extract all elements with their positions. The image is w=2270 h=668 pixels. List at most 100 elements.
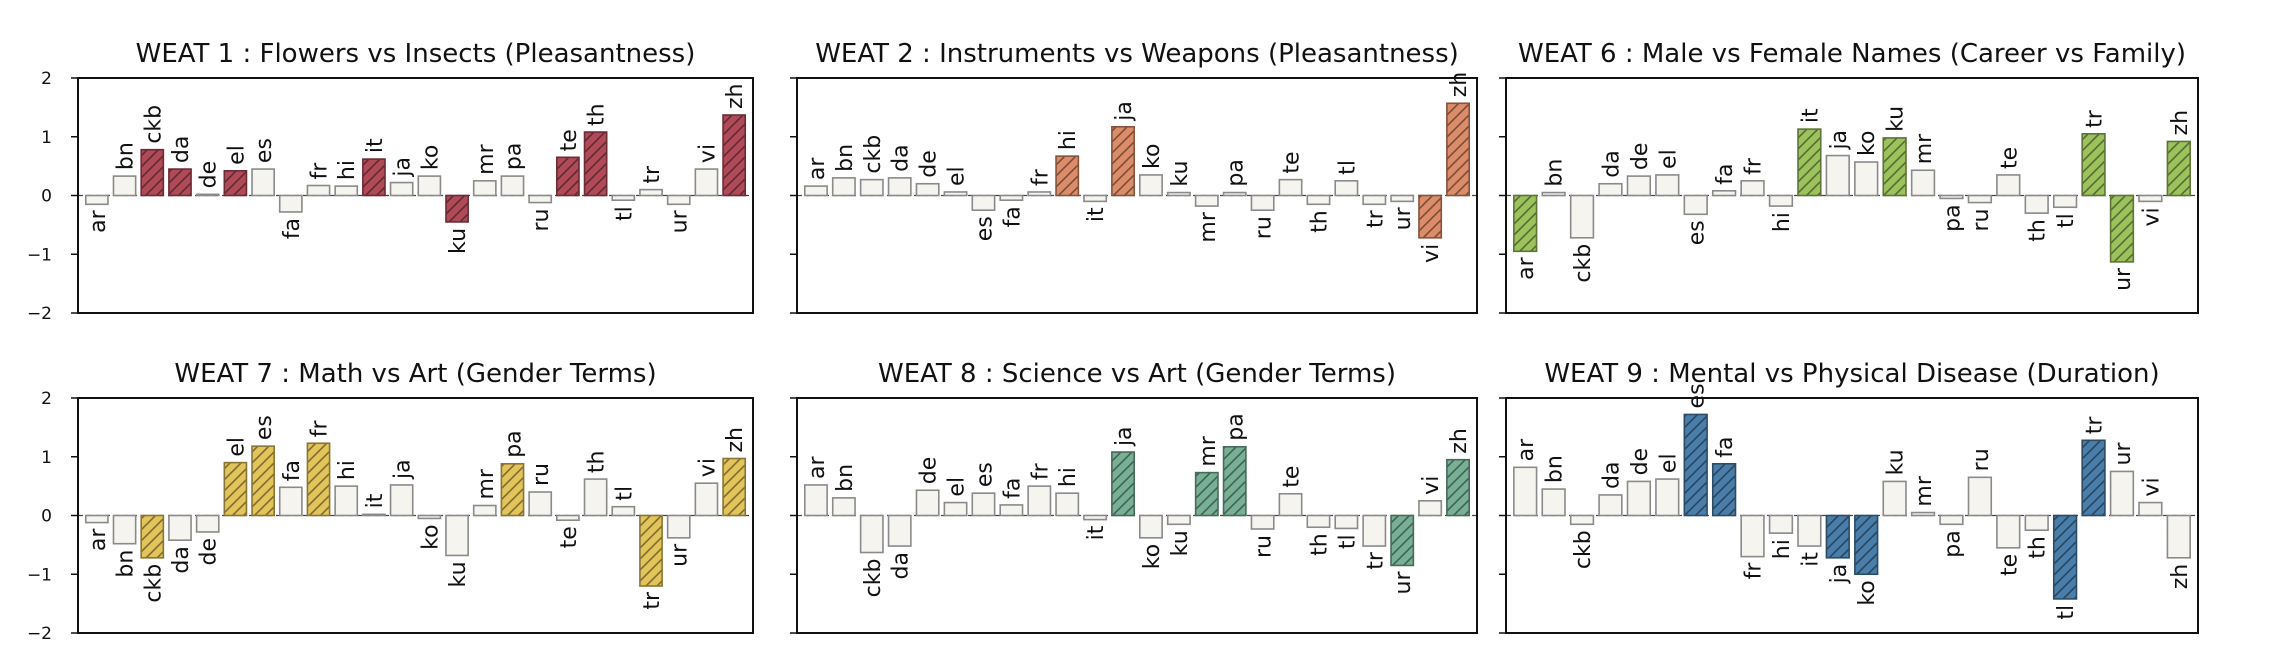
- y-tick-label: 1: [41, 128, 52, 148]
- plot-frame: [77, 397, 754, 634]
- bar-label-th: th: [1307, 210, 1332, 233]
- bar-tr: [639, 514, 663, 587]
- bar-label-de: de: [917, 457, 942, 485]
- bar-label-bn: bn: [1543, 455, 1568, 483]
- bar-de: [915, 489, 940, 517]
- bar-it: [362, 158, 386, 197]
- bar-te: [556, 514, 580, 521]
- bar-ar: [803, 484, 828, 517]
- bar-da: [1598, 494, 1623, 517]
- bar-el: [1655, 478, 1680, 517]
- bar-ru: [1967, 476, 1993, 517]
- bar-label-el: el: [1656, 453, 1681, 473]
- bar-label-ku: ku: [1884, 449, 1909, 475]
- bar-mr: [1910, 511, 1936, 517]
- bar-label-da: da: [169, 546, 194, 573]
- bar-ru: [1250, 194, 1275, 211]
- panel-title: WEAT 1 : Flowers vs Insects (Pleasantnes…: [136, 39, 696, 69]
- bar-ar: [84, 194, 109, 206]
- bar-el: [223, 170, 248, 197]
- bar-ko: [417, 175, 442, 197]
- bar-label-ru: ru: [1252, 216, 1277, 239]
- bar-label-pa: pa: [1224, 159, 1249, 186]
- bar-label-ku: ku: [1168, 530, 1193, 556]
- bar-tl: [611, 505, 636, 517]
- y-tick-label: 2: [41, 69, 52, 89]
- bar-label-ar: ar: [86, 209, 111, 232]
- bar-label-de: de: [917, 150, 942, 178]
- bar-label-fr: fr: [1742, 157, 1767, 175]
- bar-label-da: da: [889, 144, 914, 171]
- bar-label-fr: fr: [1028, 462, 1053, 480]
- bar-pa: [1222, 191, 1247, 197]
- bar-vi: [2138, 501, 2163, 517]
- bar-de: [1626, 480, 1652, 517]
- bar-vi: [694, 482, 719, 517]
- plot-frame: [796, 77, 1478, 314]
- bar-es: [251, 168, 275, 197]
- bar-bn: [831, 497, 856, 517]
- bar-label-ru: ru: [1969, 209, 1994, 232]
- bar-label-fr: fr: [308, 162, 333, 180]
- bar-ja: [1111, 451, 1136, 517]
- bar-mr: [472, 504, 497, 517]
- bar-label-de: de: [1628, 143, 1653, 171]
- bar-da: [887, 177, 912, 197]
- plot-frame: [1505, 397, 2199, 634]
- bar-label-zh: zh: [723, 84, 748, 110]
- bar-th: [2024, 194, 2049, 214]
- bar-label-ku: ku: [1168, 161, 1193, 187]
- bar-label-ku: ku: [446, 561, 471, 587]
- bar-label-ja: ja: [1827, 130, 1852, 151]
- bar-label-ja: ja: [391, 157, 416, 178]
- bar-da: [168, 168, 192, 197]
- bar-mr: [1910, 169, 1936, 197]
- bar-hi: [1055, 492, 1080, 517]
- bar-label-it: it: [363, 138, 388, 153]
- bar-label-th: th: [2026, 219, 2051, 242]
- bar-label-pa: pa: [1940, 204, 1965, 231]
- bar-label-es: es: [972, 462, 997, 487]
- bar-tl: [611, 194, 636, 201]
- bar-label-de: de: [1628, 448, 1653, 476]
- bar-label-te: te: [1997, 554, 2022, 576]
- bar-label-fa: fa: [1000, 206, 1025, 227]
- bar-te: [1996, 174, 2021, 197]
- y-tick-label: −1: [27, 565, 52, 585]
- bar-zh: [1446, 102, 1471, 197]
- bar-fr: [306, 184, 331, 197]
- bar-label-hi: hi: [1770, 539, 1795, 559]
- bar-label-vi: vi: [1419, 476, 1444, 495]
- bar-zh: [2166, 140, 2191, 197]
- bar-te: [1996, 514, 2021, 549]
- bar-label-vi: vi: [2139, 207, 2164, 226]
- bar-mr: [1194, 471, 1219, 517]
- bar-ru: [528, 491, 553, 517]
- bar-ku: [445, 194, 469, 223]
- bar-ja: [1825, 154, 1850, 197]
- bar-fr: [306, 442, 331, 517]
- bar-label-ku: ku: [1884, 106, 1909, 132]
- bar-te: [1278, 178, 1303, 197]
- bar-label-tl: tl: [1335, 160, 1360, 175]
- bar-bn: [1541, 488, 1566, 517]
- bar-ur: [2109, 470, 2135, 517]
- bar-label-el: el: [945, 166, 970, 186]
- bar-label-ar: ar: [1514, 438, 1539, 461]
- bar-label-ru: ru: [529, 463, 554, 486]
- bar-label-ko: ko: [1855, 131, 1880, 156]
- bar-label-mr: mr: [474, 143, 499, 174]
- bar-label-ar: ar: [86, 528, 111, 551]
- bar-vi: [2138, 194, 2163, 203]
- bar-da: [887, 514, 912, 547]
- bar-ru: [1250, 514, 1275, 530]
- bar-label-ur: ur: [1391, 570, 1416, 594]
- bar-tr: [2081, 133, 2106, 197]
- bar-th: [583, 131, 608, 197]
- bar-ku: [1166, 514, 1191, 526]
- bar-label-mr: mr: [1196, 211, 1221, 242]
- bar-ur: [666, 194, 691, 206]
- bar-ja: [389, 181, 414, 197]
- bar-vi: [694, 168, 719, 197]
